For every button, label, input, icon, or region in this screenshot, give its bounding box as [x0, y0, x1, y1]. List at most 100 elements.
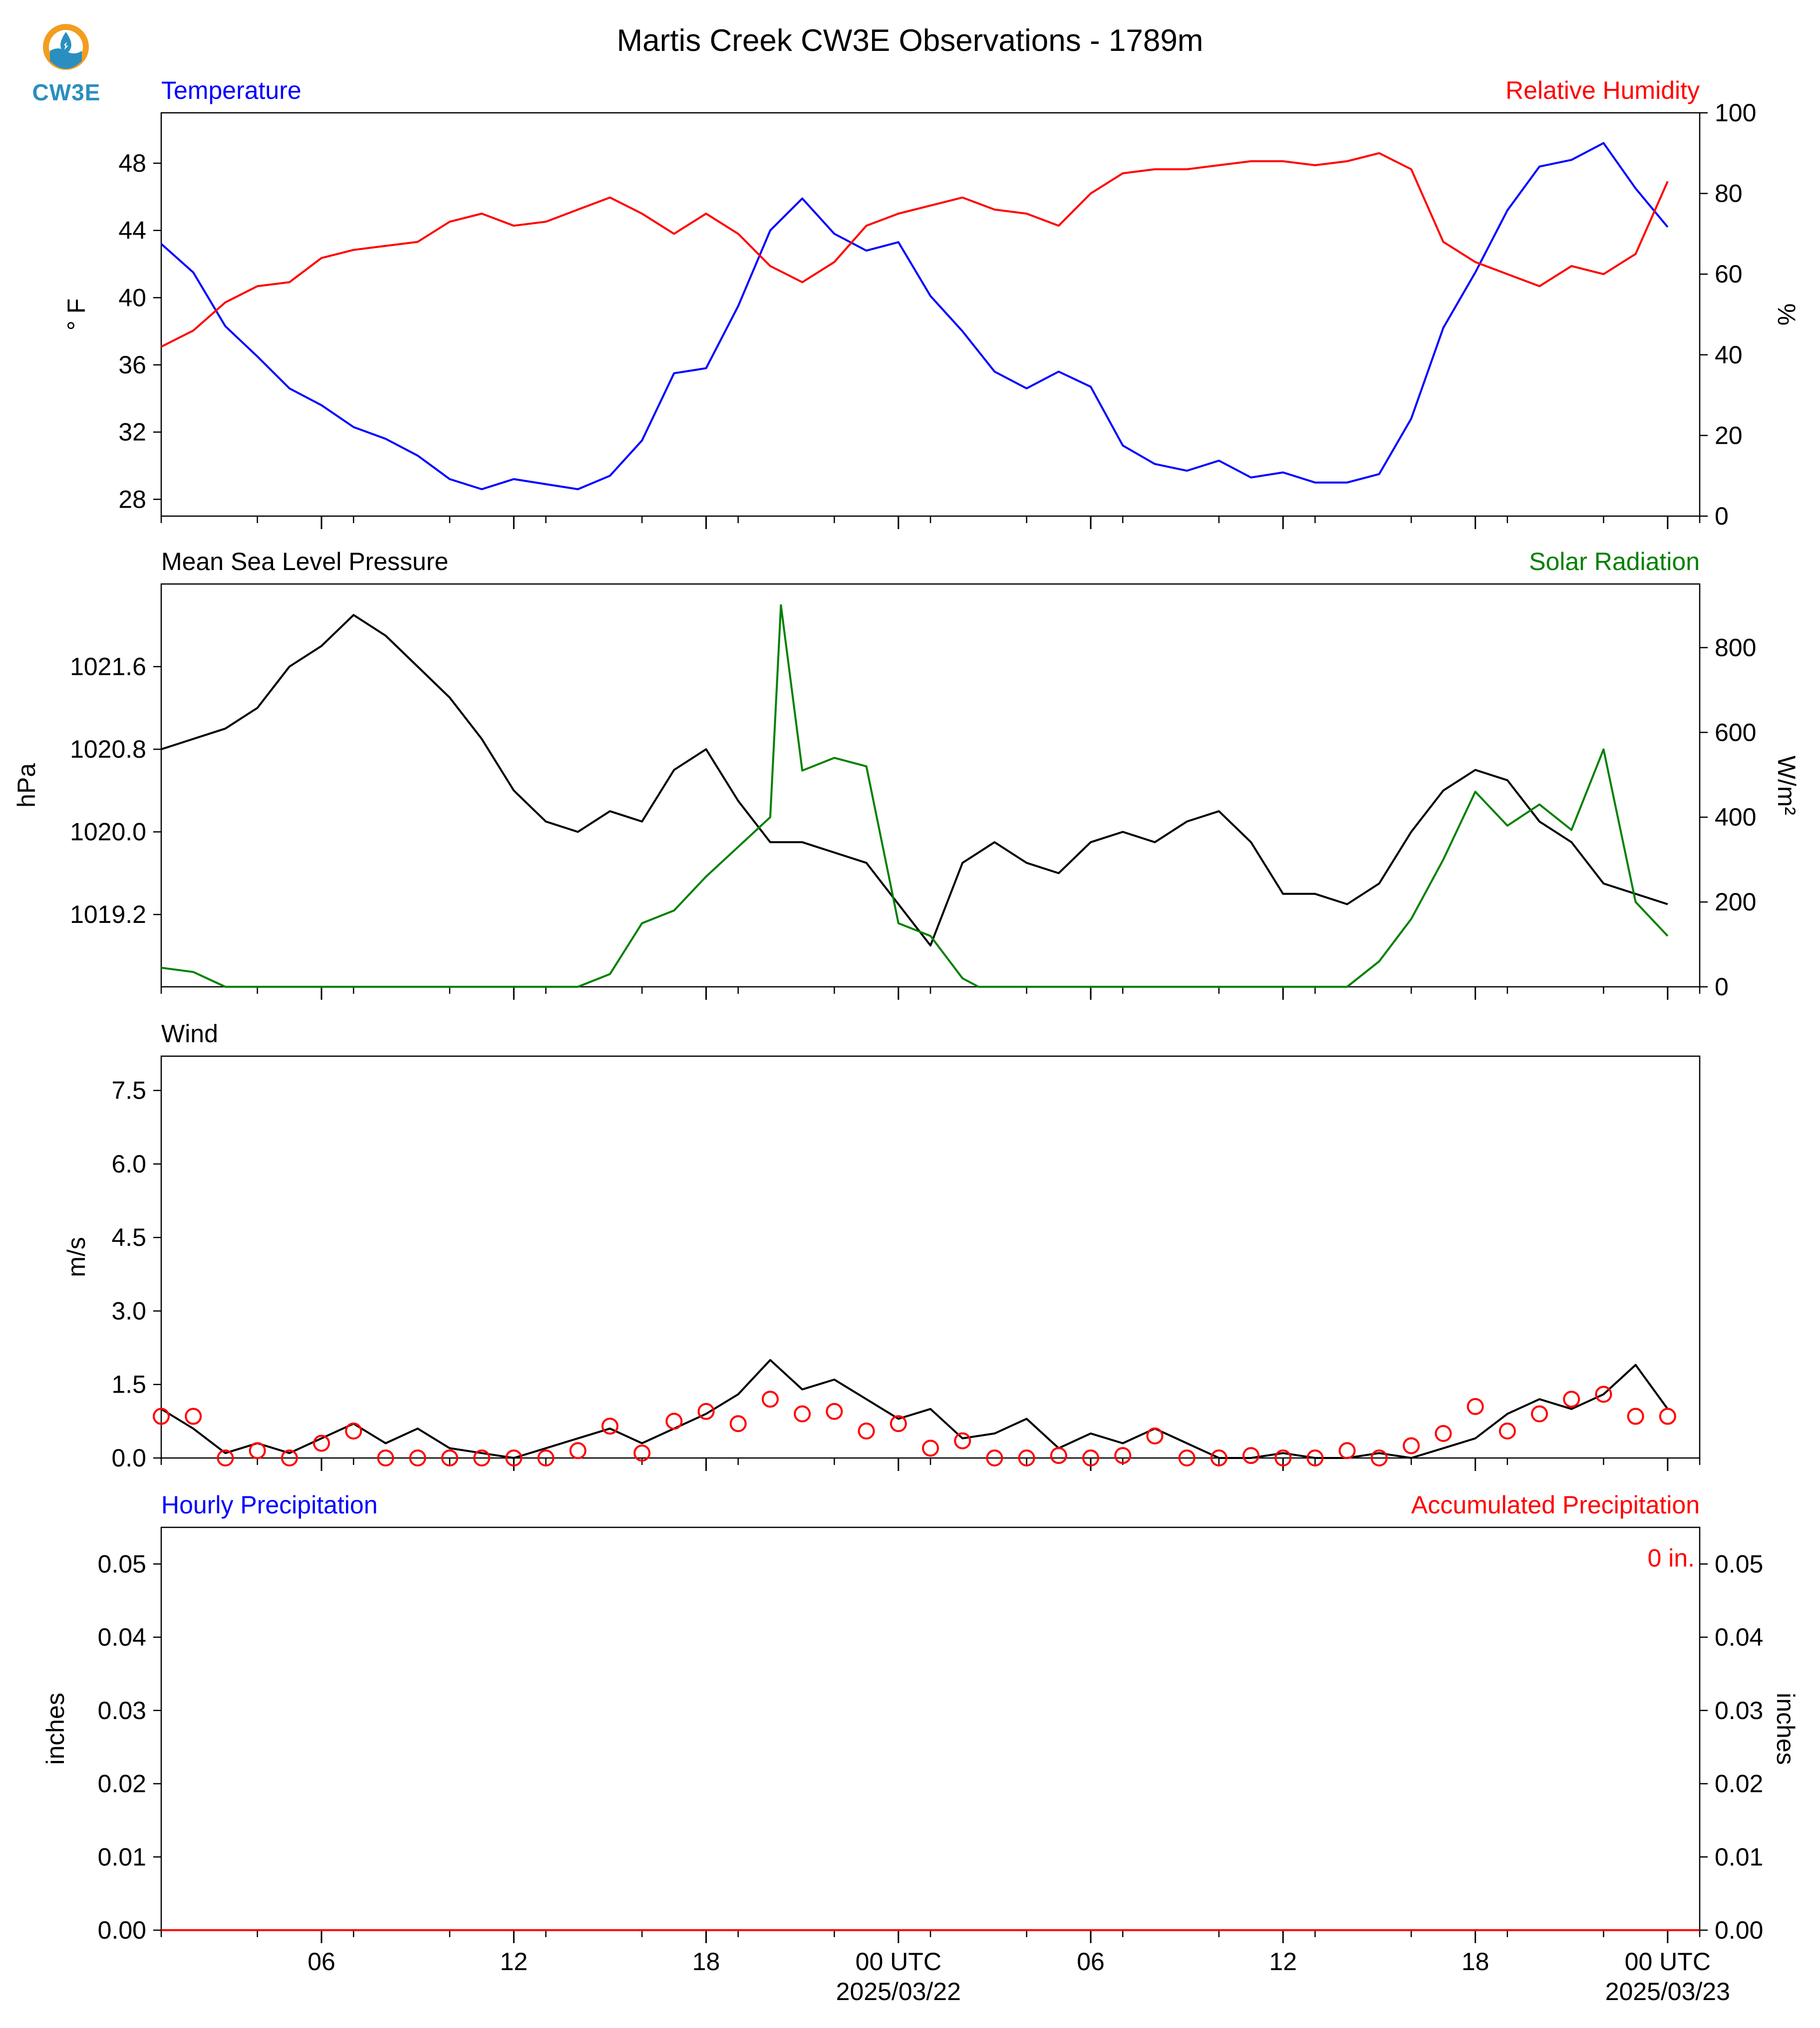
y-tick-label-right: 200	[1715, 888, 1756, 916]
y-axis-label: ° F	[62, 298, 90, 330]
y-tick-label: 0.02	[98, 1770, 146, 1798]
wind-marker	[281, 1449, 298, 1466]
wind-marker	[1306, 1449, 1324, 1466]
y-axis-label-right: inches	[1772, 1693, 1800, 1765]
y-tick-label-right: 0.02	[1715, 1770, 1763, 1798]
wind-marker	[1114, 1447, 1132, 1464]
series-line-mean-sea-level-pressure	[161, 614, 1668, 947]
x-tick-label: 06	[307, 1948, 335, 1976]
wind-marker	[1338, 1442, 1356, 1459]
wind-marker	[1242, 1447, 1260, 1464]
x-tick-label: 12	[500, 1948, 528, 1976]
y-axis-label: inches	[41, 1693, 69, 1765]
y-axis-label: hPa	[12, 763, 40, 808]
water-drop-logo-icon	[43, 24, 89, 70]
wind-marker	[1499, 1423, 1516, 1440]
y-tick-label: 3.0	[111, 1297, 146, 1325]
wind-marker	[1595, 1386, 1612, 1403]
accumulated-total-label: 0 in.	[1647, 1544, 1695, 1572]
y-tick-label: 0.05	[98, 1550, 146, 1578]
y-tick-label: 4.5	[111, 1223, 146, 1251]
y-tick-label: 6.0	[111, 1150, 146, 1178]
wind-marker	[922, 1440, 939, 1457]
wind-marker	[697, 1403, 715, 1420]
panel-title-left: Wind	[161, 1020, 218, 1048]
y-axis-label-right: %	[1773, 303, 1801, 325]
y-tick-label: 7.5	[111, 1077, 146, 1105]
wind-marker	[1530, 1405, 1548, 1423]
y-tick-label-right: 80	[1715, 180, 1743, 208]
y-tick-label: 1019.2	[70, 900, 146, 928]
x-tick-label: 18	[1462, 1948, 1490, 1976]
x-tick-label: 12	[1269, 1948, 1297, 1976]
panel-title-right: Solar Radiation	[1529, 548, 1700, 576]
y-tick-label: 1020.0	[70, 818, 146, 846]
series-line-relative-humidity	[161, 152, 1669, 348]
y-tick-label: 48	[118, 149, 146, 177]
y-tick-label: 0.03	[98, 1697, 146, 1725]
wind-marker	[665, 1413, 683, 1430]
panel-title-left: Temperature	[161, 76, 302, 104]
y-axis-label: m/s	[62, 1237, 90, 1277]
wind-marker	[153, 1408, 170, 1425]
y-axis-label-right: W/m²	[1773, 756, 1801, 815]
y-tick-label: 0.01	[98, 1843, 146, 1871]
y-tick-label: 28	[118, 485, 146, 513]
wind-marker	[441, 1449, 458, 1466]
wind-marker	[761, 1391, 779, 1408]
wind-marker	[1563, 1391, 1580, 1408]
y-tick-label-right: 40	[1715, 341, 1743, 369]
wind-marker	[1659, 1408, 1676, 1425]
wind-marker	[1050, 1447, 1067, 1464]
wind-marker	[826, 1403, 843, 1420]
wind-marker	[409, 1449, 426, 1466]
y-tick-label-right: 0.01	[1715, 1843, 1763, 1871]
wind-marker	[473, 1449, 491, 1466]
wind-marker	[1178, 1449, 1196, 1466]
wind-marker	[794, 1405, 811, 1423]
wind-marker	[601, 1418, 618, 1435]
series-line-temperature	[160, 142, 1669, 491]
y-tick-label-right: 800	[1715, 633, 1756, 661]
y-tick-label-right: 20	[1715, 421, 1743, 449]
panel-title-left: Hourly Precipitation	[161, 1491, 378, 1519]
series-line-solar-radiation	[161, 604, 1669, 988]
wind-marker	[345, 1423, 362, 1440]
panel-frame-temp_rh	[160, 112, 1701, 517]
y-tick-label: 0.04	[98, 1623, 146, 1651]
x-tick-label: 00 UTC	[856, 1948, 941, 1976]
y-tick-label: 1021.6	[70, 653, 146, 681]
wind-marker	[313, 1435, 330, 1452]
wind-marker	[633, 1445, 651, 1462]
y-tick-label: 40	[118, 284, 146, 311]
logo-label: CW3E	[32, 79, 101, 105]
y-tick-label-right: 0.04	[1715, 1623, 1763, 1651]
y-tick-label-right: 600	[1715, 718, 1756, 746]
y-tick-label-right: 0.03	[1715, 1697, 1763, 1725]
y-tick-label: 36	[118, 351, 146, 379]
chart-title: Martis Creek CW3E Observations - 1789m	[616, 23, 1204, 58]
y-tick-label-right: 100	[1715, 99, 1756, 127]
wind-marker	[569, 1442, 587, 1459]
wind-marker	[1627, 1408, 1644, 1425]
panel-title-right: Accumulated Precipitation	[1411, 1491, 1700, 1519]
wind-marker	[217, 1449, 234, 1466]
wind-marker	[1018, 1449, 1035, 1466]
y-tick-label-right: 400	[1715, 803, 1756, 831]
wind-marker	[537, 1449, 555, 1466]
wind-marker	[185, 1408, 202, 1425]
y-tick-label-right: 0.05	[1715, 1550, 1763, 1578]
y-tick-label: 1.5	[111, 1371, 146, 1399]
x-date-label: 2025/03/23	[1605, 1978, 1730, 2006]
wind-marker	[1274, 1449, 1292, 1466]
wind-marker	[1467, 1398, 1484, 1415]
wind-marker	[1146, 1427, 1164, 1445]
panel-frame-pressure_solar	[160, 583, 1701, 988]
wind-marker	[377, 1449, 394, 1466]
x-tick-label: 00 UTC	[1625, 1948, 1711, 1976]
y-tick-label: 0.00	[98, 1916, 146, 1944]
wind-marker	[729, 1415, 747, 1433]
wind-marker	[1082, 1449, 1100, 1466]
cw3e-logo	[31, 17, 101, 102]
